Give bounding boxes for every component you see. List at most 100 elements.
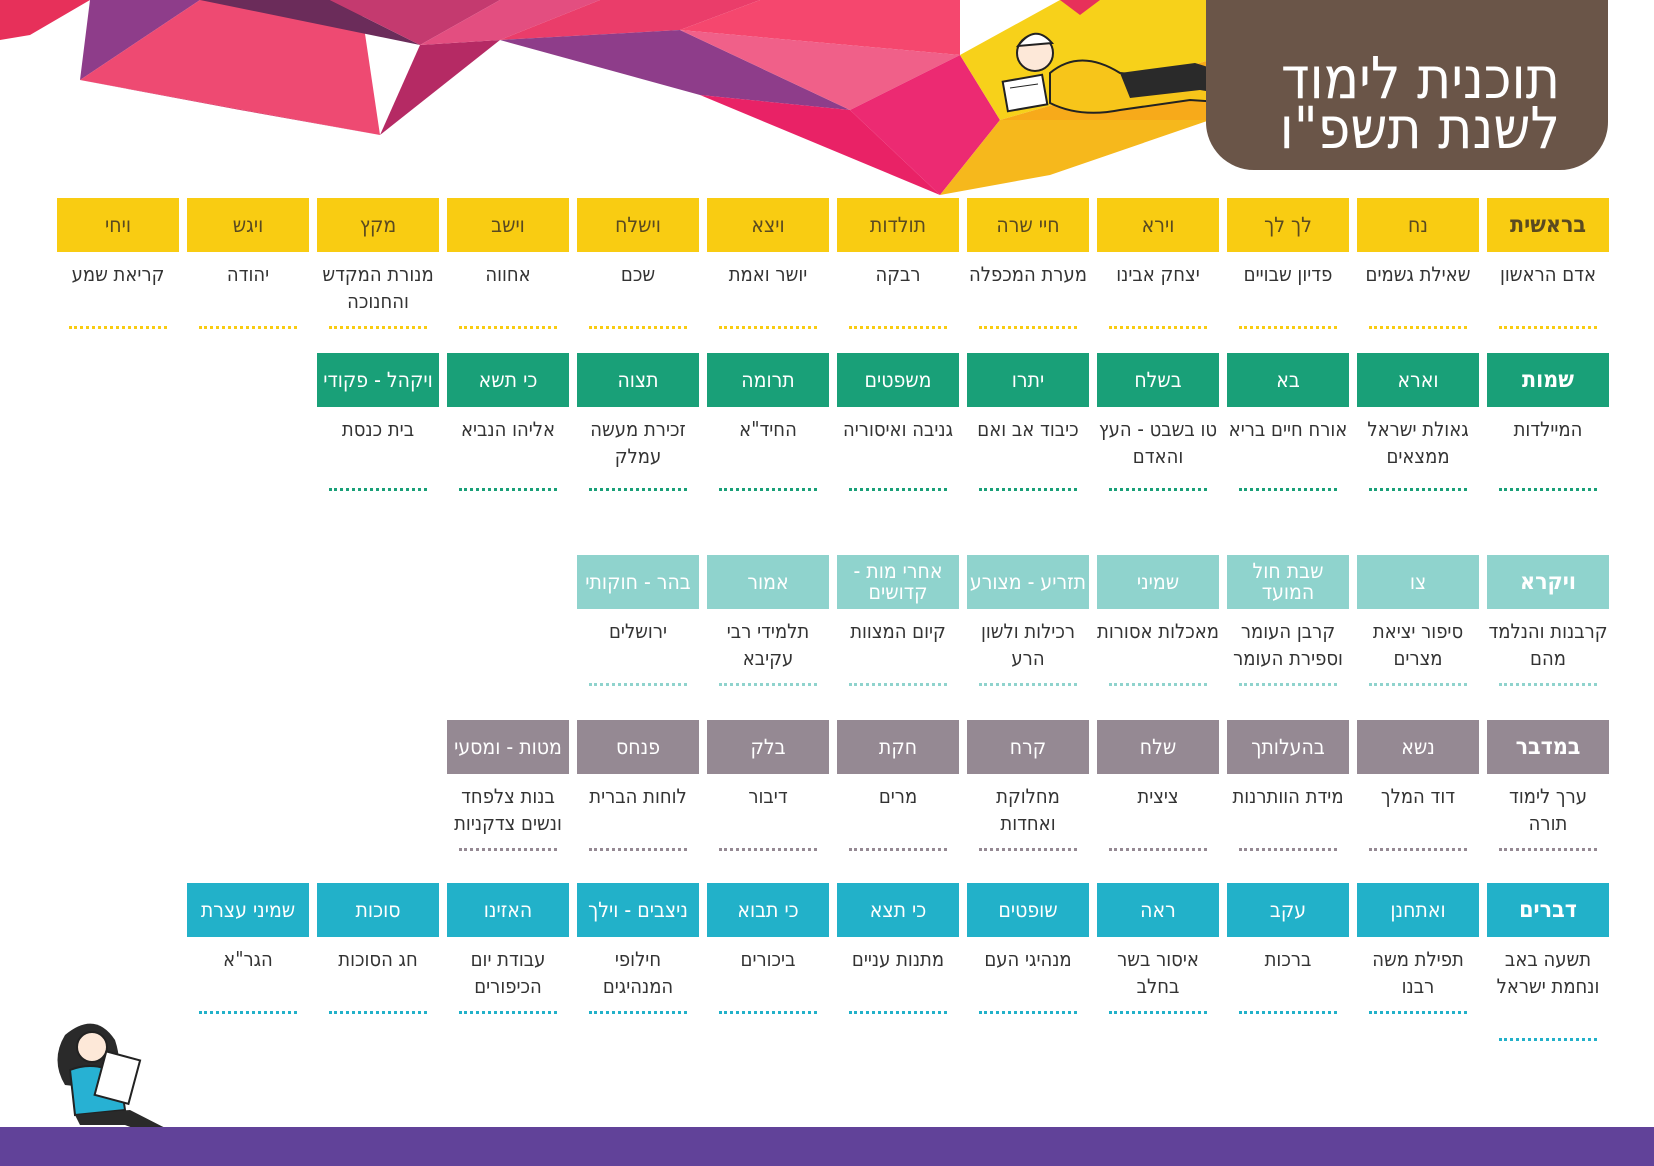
dotted-divider	[329, 488, 427, 491]
dotted-divider	[849, 326, 947, 329]
parasha-header: שבת חול המועד	[1227, 555, 1349, 609]
dotted-divider	[1239, 848, 1337, 851]
topic-label: סיפור יציאת מצרים	[1372, 619, 1464, 670]
topic-label: תפילת משה רבנו	[1372, 947, 1464, 998]
dotted-divider	[979, 1011, 1077, 1014]
topic-label: בית כנסת	[341, 417, 415, 441]
topic-label: אדם הראשון	[1499, 262, 1596, 286]
parasha-header: סוכות	[317, 883, 439, 937]
parasha-header: שלח	[1097, 720, 1219, 774]
topic-label: מנורת המקדש והחנוכה	[322, 262, 434, 313]
parasha-header: נח	[1357, 198, 1479, 252]
book-header: דברים	[1487, 883, 1609, 937]
title-line-2: לשנת תשפ"ו	[1279, 94, 1560, 162]
topic-label: טו בשבט - העץ והאדם	[1098, 417, 1218, 468]
dotted-divider	[719, 683, 817, 686]
dotted-divider	[979, 326, 1077, 329]
dotted-divider	[979, 683, 1077, 686]
topic-label: גניבה ואיסוריה	[843, 417, 953, 441]
parasha-header: ואתחנן	[1357, 883, 1479, 937]
dotted-divider	[719, 488, 817, 491]
dotted-divider	[1239, 1011, 1337, 1014]
book-header: ויקרא	[1487, 555, 1609, 609]
parasha-header: צו	[1357, 555, 1479, 609]
topic-label: עבודת יום הכיפורים	[470, 947, 546, 998]
dotted-divider	[459, 326, 557, 329]
parasha-header: בהר - חוקותי	[577, 555, 699, 609]
title-box: תוכנית לימוד לשנת תשפ"ו	[1206, 0, 1608, 170]
dotted-divider	[1369, 326, 1467, 329]
dotted-divider	[589, 326, 687, 329]
parasha-header: כי תצא	[837, 883, 959, 937]
topic-label: יהודה	[226, 262, 270, 286]
parasha-header: יתרו	[967, 353, 1089, 407]
dotted-divider	[719, 1011, 817, 1014]
topic-label: דוד המלך	[1380, 784, 1456, 808]
parasha-header: ויצא	[707, 198, 829, 252]
dotted-divider	[1239, 683, 1337, 686]
parasha-header: וירא	[1097, 198, 1219, 252]
topic-label: תלמידי רבי עקיבא	[726, 619, 810, 670]
dotted-divider	[849, 848, 947, 851]
dotted-divider	[329, 1011, 427, 1014]
parasha-header: לך לך	[1227, 198, 1349, 252]
dotted-divider	[1109, 488, 1207, 491]
topic-label: מחלוקת ואחדות	[996, 784, 1060, 835]
topic-label: יושר ואמת	[728, 262, 808, 286]
dotted-divider	[1109, 683, 1207, 686]
parasha-header: חיי שרה	[967, 198, 1089, 252]
book-header: שמות	[1487, 353, 1609, 407]
parasha-header: ניצבים - וילך	[577, 883, 699, 937]
parasha-header: תזריע - מצורע	[967, 555, 1089, 609]
topic-label: ערך לימוד תורה	[1509, 784, 1587, 835]
bottom-bar	[0, 1127, 1654, 1166]
dotted-divider	[1369, 848, 1467, 851]
parasha-header: בא	[1227, 353, 1349, 407]
book-header: במדבר	[1487, 720, 1609, 774]
topic-label: כיבוד אב ואם	[977, 417, 1079, 441]
parasha-header: וישלח	[577, 198, 699, 252]
topic-label: אליהו הנביא	[460, 417, 556, 441]
topic-label: מידת הוותרנות	[1232, 784, 1344, 808]
dotted-divider	[1239, 488, 1337, 491]
dotted-divider	[1239, 326, 1337, 329]
topic-label: מערת המכפלה	[969, 262, 1087, 286]
dotted-divider	[849, 488, 947, 491]
parasha-header: חקת	[837, 720, 959, 774]
dotted-divider	[979, 488, 1077, 491]
dotted-divider	[199, 326, 297, 329]
dotted-divider	[199, 1011, 297, 1014]
topic-label: איסור בשר בחלב	[1117, 947, 1199, 998]
topic-label: אורח חיים בריא	[1228, 417, 1348, 441]
dotted-divider	[719, 326, 817, 329]
parasha-header: תולדות	[837, 198, 959, 252]
girl-reading-illustration-icon	[57, 1023, 179, 1144]
topic-label: ציצית	[1137, 784, 1179, 808]
topic-label: מאכלות אסורות	[1097, 619, 1219, 643]
dotted-divider	[1369, 1011, 1467, 1014]
topic-label: המיילדות	[1513, 417, 1583, 441]
dotted-divider	[459, 488, 557, 491]
topic-label: בנות צלפחד ונשים צדקניות	[454, 784, 562, 835]
topic-label: חילופי המנהיגים	[602, 947, 674, 998]
topic-label: קרבן העומר וספירת העומר	[1233, 619, 1343, 670]
parasha-header: ויגש	[187, 198, 309, 252]
topic-label: תשעה באב ונחמת ישראל	[1496, 947, 1600, 998]
parasha-header: כי תשא	[447, 353, 569, 407]
parasha-header: פנחס	[577, 720, 699, 774]
topic-label: גאולת ישראל ממצאים	[1367, 417, 1469, 468]
dotted-divider	[1109, 326, 1207, 329]
parasha-header: וארא	[1357, 353, 1479, 407]
topic-label: מרים	[878, 784, 918, 808]
dotted-divider	[589, 848, 687, 851]
title-line-1: תוכנית לימוד	[1281, 44, 1560, 112]
dotted-divider	[719, 848, 817, 851]
dotted-divider	[459, 848, 557, 851]
dotted-divider	[849, 1011, 947, 1014]
topic-label: ירושלים	[608, 619, 668, 643]
dotted-divider	[69, 326, 167, 329]
dotted-divider	[1499, 1038, 1597, 1041]
parasha-header: בשלח	[1097, 353, 1219, 407]
topic-label: דיבור	[748, 784, 788, 808]
parasha-header: בלק	[707, 720, 829, 774]
